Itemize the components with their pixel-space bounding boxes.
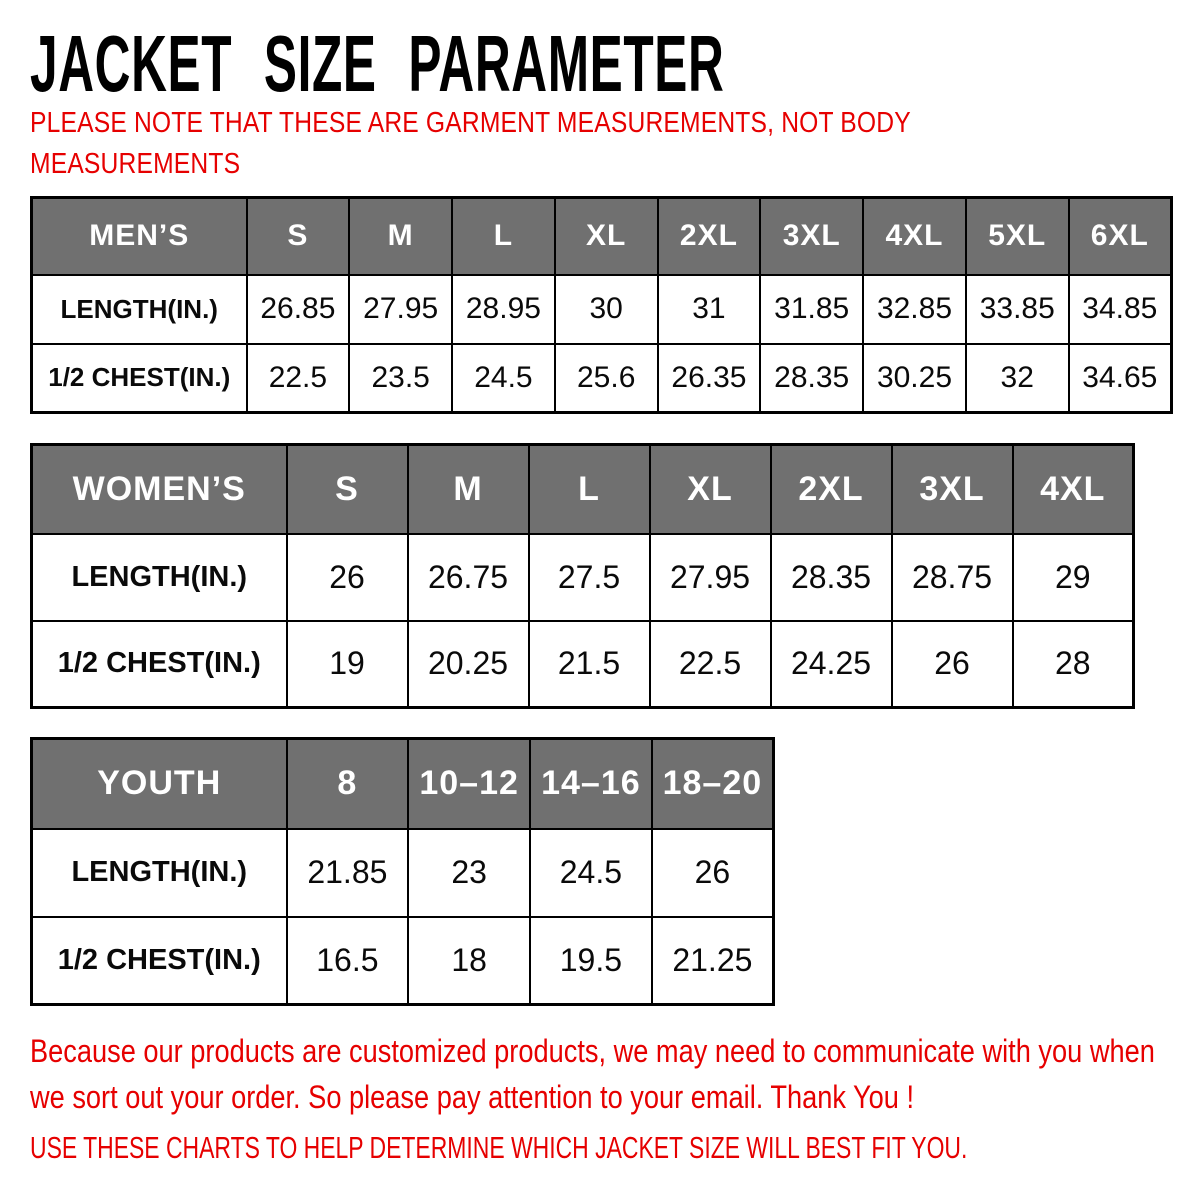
youth-measurement-row: 1/2 CHEST(IN.) 16.5 18 19.5 21.25	[30, 915, 775, 1006]
womens-size-table: WOMEN’S S M L XL 2XL 3XL 4XL LENGTH(IN.) 26 26.75 2…	[30, 443, 1135, 709]
youth-size-header-cell: 10–12	[407, 737, 531, 830]
youth-header-row: YOUTH 8 10–12 14–16 18–20	[30, 737, 775, 830]
measurement-label-cell: LENGTH(IN.)	[30, 273, 248, 345]
womens-size-header-cell: XL	[648, 443, 772, 535]
measurement-value-cell: 23.5	[348, 342, 454, 414]
measurement-value-cell: 27.95	[348, 273, 454, 345]
mens-size-header-cell: 3XL	[759, 196, 865, 276]
measurement-value-cell: 22.5	[245, 342, 351, 414]
measurement-value-cell: 20.25	[406, 619, 530, 709]
womens-header-row: WOMEN’S S M L XL 2XL 3XL 4XL	[30, 443, 1135, 535]
measurement-value-cell: 21.25	[650, 915, 775, 1006]
mens-measurement-row: LENGTH(IN.) 26.85 27.95 28.95 30 31 31.85 32.85…	[30, 273, 1173, 345]
measurement-value-cell: 27.95	[648, 532, 772, 622]
measurement-value-cell: 31	[656, 273, 762, 345]
womens-size-header-cell: 3XL	[890, 443, 1014, 535]
womens-size-header-cell: L	[527, 443, 651, 535]
mens-size-header-cell: XL	[553, 196, 659, 276]
measurement-value-cell: 25.6	[553, 342, 659, 414]
measurement-value-cell: 28.35	[759, 342, 865, 414]
mens-size-header-cell: 4XL	[862, 196, 967, 276]
measurement-value-cell: 28	[1011, 619, 1135, 709]
measurement-value-cell: 28.35	[769, 532, 893, 622]
youth-size-header-cell: 14–16	[529, 737, 653, 830]
measurement-value-cell: 34.85	[1067, 273, 1173, 345]
mens-size-header-cell: 2XL	[656, 196, 762, 276]
measurement-label-cell: 1/2 CHEST(IN.)	[30, 915, 288, 1006]
measurement-label-cell: LENGTH(IN.)	[30, 827, 288, 918]
measurement-value-cell: 26.35	[656, 342, 762, 414]
mens-size-header-cell: 6XL	[1067, 196, 1173, 276]
womens-size-header-cell: S	[285, 443, 409, 535]
measurement-value-cell: 19.5	[529, 915, 653, 1006]
measurement-value-cell: 26.85	[245, 273, 351, 345]
mens-header-row: MEN’S S M L XL 2XL 3XL 4XL 5XL 6XL	[30, 196, 1173, 276]
measurement-value-cell: 26.75	[406, 532, 530, 622]
mens-table-title-cell: MEN’S	[30, 196, 248, 276]
page-title: JACKET SIZE PARAMETER	[30, 19, 725, 108]
womens-size-header-cell: 4XL	[1011, 443, 1135, 535]
womens-measurement-row: 1/2 CHEST(IN.) 19 20.25 21.5 22.5 24.25 26 28	[30, 619, 1135, 709]
measurement-value-cell: 23	[407, 827, 531, 918]
measurement-value-cell: 30.25	[862, 342, 967, 414]
measurement-value-cell: 16.5	[285, 915, 410, 1006]
measurement-value-cell: 21.85	[285, 827, 410, 918]
measurement-value-cell: 27.5	[527, 532, 651, 622]
measurement-label-cell: 1/2 CHEST(IN.)	[30, 342, 248, 414]
chart-usage-instruction: USE THESE CHARTS TO HELP DETERMINE WHICH…	[30, 1130, 968, 1165]
measurement-value-cell: 19	[285, 619, 409, 709]
measurement-value-cell: 26	[890, 619, 1014, 709]
womens-table-title-cell: WOMEN’S	[30, 443, 288, 535]
customization-contact-note: Because our products are customized prod…	[30, 1033, 1155, 1116]
measurement-value-cell: 33.85	[964, 273, 1070, 345]
measurement-value-cell: 26	[285, 532, 409, 622]
measurement-value-cell: 24.5	[451, 342, 556, 414]
mens-size-header-cell: M	[348, 196, 454, 276]
youth-size-header-cell: 18–20	[650, 737, 775, 830]
measurement-value-cell: 32	[964, 342, 1070, 414]
youth-table-title-cell: YOUTH	[30, 737, 288, 830]
mens-size-header-cell: S	[245, 196, 351, 276]
mens-size-header-cell: 5XL	[964, 196, 1070, 276]
measurement-value-cell: 30	[553, 273, 659, 345]
measurement-value-cell: 26	[650, 827, 775, 918]
mens-size-table: MEN’S S M L XL 2XL 3XL 4XL 5XL 6XL LENGTH(IN.) 26.8…	[30, 196, 1173, 414]
youth-size-table: YOUTH 8 10–12 14–16 18–20 LENGTH(IN.) 21.85 23 2…	[30, 737, 775, 1006]
measurement-value-cell: 28.75	[890, 532, 1014, 622]
measurement-value-cell: 28.95	[451, 273, 556, 345]
measurement-value-cell: 31.85	[759, 273, 865, 345]
womens-size-header-cell: M	[406, 443, 530, 535]
garment-measurement-note: PLEASE NOTE THAT THESE ARE GARMENT MEASU…	[30, 107, 911, 180]
womens-measurement-row: LENGTH(IN.) 26 26.75 27.5 27.95 28.35 28.75 29	[30, 532, 1135, 622]
mens-size-header-cell: L	[451, 196, 556, 276]
measurement-value-cell: 24.5	[529, 827, 653, 918]
youth-measurement-row: LENGTH(IN.) 21.85 23 24.5 26	[30, 827, 775, 918]
measurement-value-cell: 22.5	[648, 619, 772, 709]
measurement-value-cell: 18	[407, 915, 531, 1006]
measurement-label-cell: 1/2 CHEST(IN.)	[30, 619, 288, 709]
measurement-value-cell: 21.5	[527, 619, 651, 709]
mens-measurement-row: 1/2 CHEST(IN.) 22.5 23.5 24.5 25.6 26.35 28.35…	[30, 342, 1173, 414]
measurement-value-cell: 32.85	[862, 273, 967, 345]
measurement-value-cell: 24.25	[769, 619, 893, 709]
youth-size-header-cell: 8	[285, 737, 410, 830]
measurement-value-cell: 29	[1011, 532, 1135, 622]
measurement-value-cell: 34.65	[1067, 342, 1173, 414]
womens-size-header-cell: 2XL	[769, 443, 893, 535]
measurement-label-cell: LENGTH(IN.)	[30, 532, 288, 622]
